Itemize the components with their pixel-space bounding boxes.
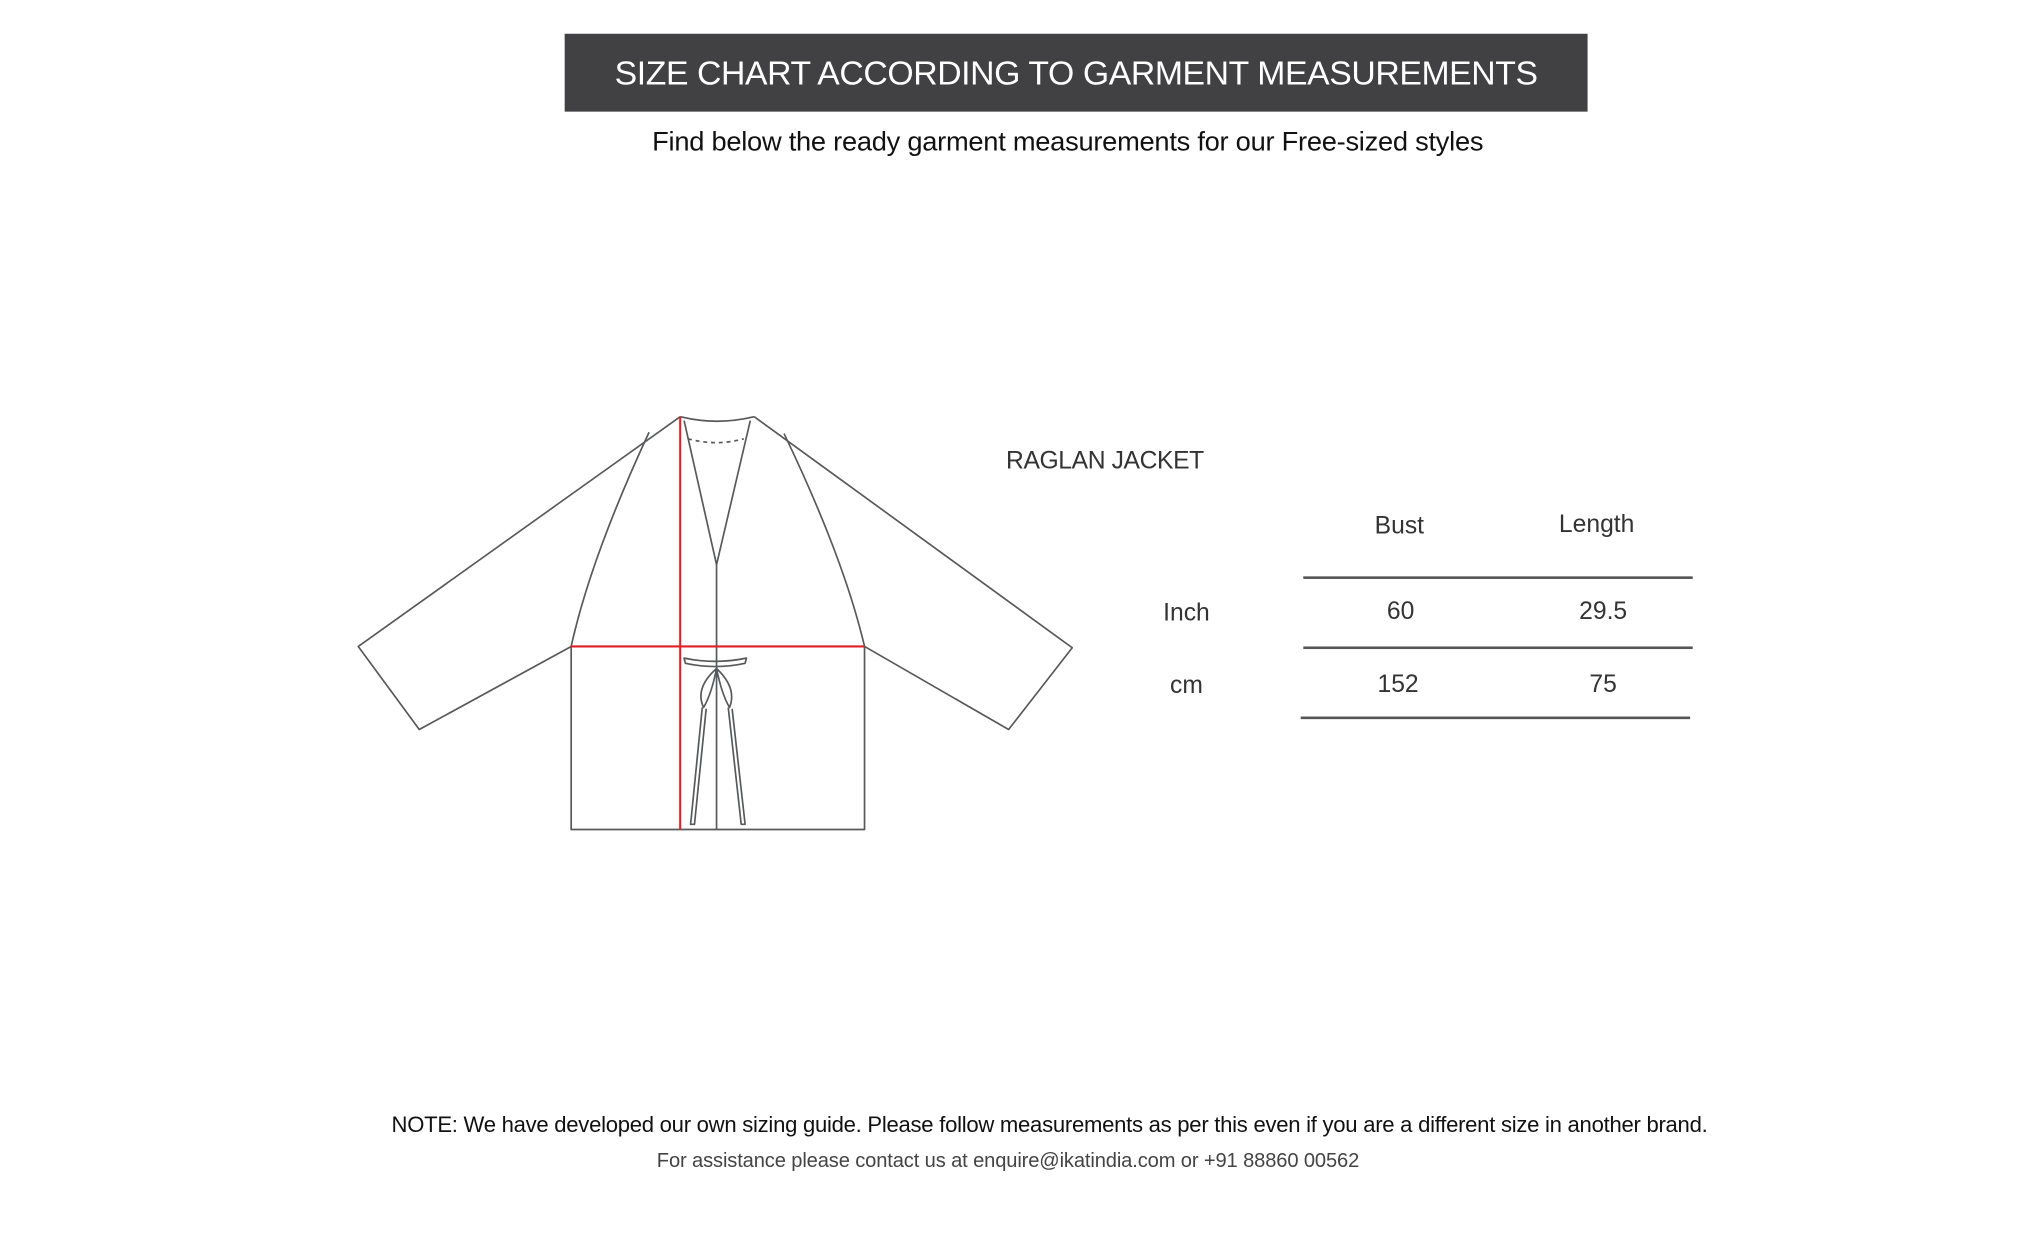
jacket-left-raglan-seam	[570, 431, 650, 647]
jacket-left-sleeve	[357, 416, 681, 731]
page-subtitle: Find below the ready garment measurement…	[652, 127, 1484, 158]
page-title: SIZE CHART ACCORDING TO GARMENT MEASUREM…	[614, 52, 1538, 92]
title-banner: SIZE CHART ACCORDING TO GARMENT MEASUREM…	[564, 33, 1588, 112]
jacket-right-sleeve	[753, 416, 1074, 731]
column-header-length: Length	[1558, 511, 1635, 539]
jacket-tie-left	[689, 667, 718, 826]
jacket-tie-right	[715, 667, 746, 826]
table-divider	[1303, 576, 1693, 579]
column-header-bust: Bust	[1374, 512, 1425, 541]
table-divider	[1303, 646, 1693, 650]
jacket-belt	[683, 657, 748, 668]
sizing-note: NOTE: We have developed our own sizing g…	[391, 1112, 1708, 1138]
length-value: 75	[1589, 671, 1617, 699]
assistance-contact: For assistance please contact us at enqu…	[656, 1150, 1360, 1173]
garment-name: RAGLAN JACKET	[1006, 447, 1204, 476]
length-value: 29.5	[1579, 598, 1628, 626]
table-divider	[1300, 716, 1691, 720]
row-unit-label: cm	[1170, 672, 1203, 700]
bust-value: 152	[1377, 671, 1419, 699]
row-unit-label: Inch	[1163, 599, 1210, 627]
jacket-neckline	[679, 415, 755, 423]
jacket-body	[570, 646, 866, 831]
jacket-neck-stitch	[687, 437, 745, 444]
jacket-v-neck	[683, 420, 752, 566]
bust-value: 60	[1386, 598, 1415, 626]
jacket-right-raglan-seam	[783, 433, 866, 647]
